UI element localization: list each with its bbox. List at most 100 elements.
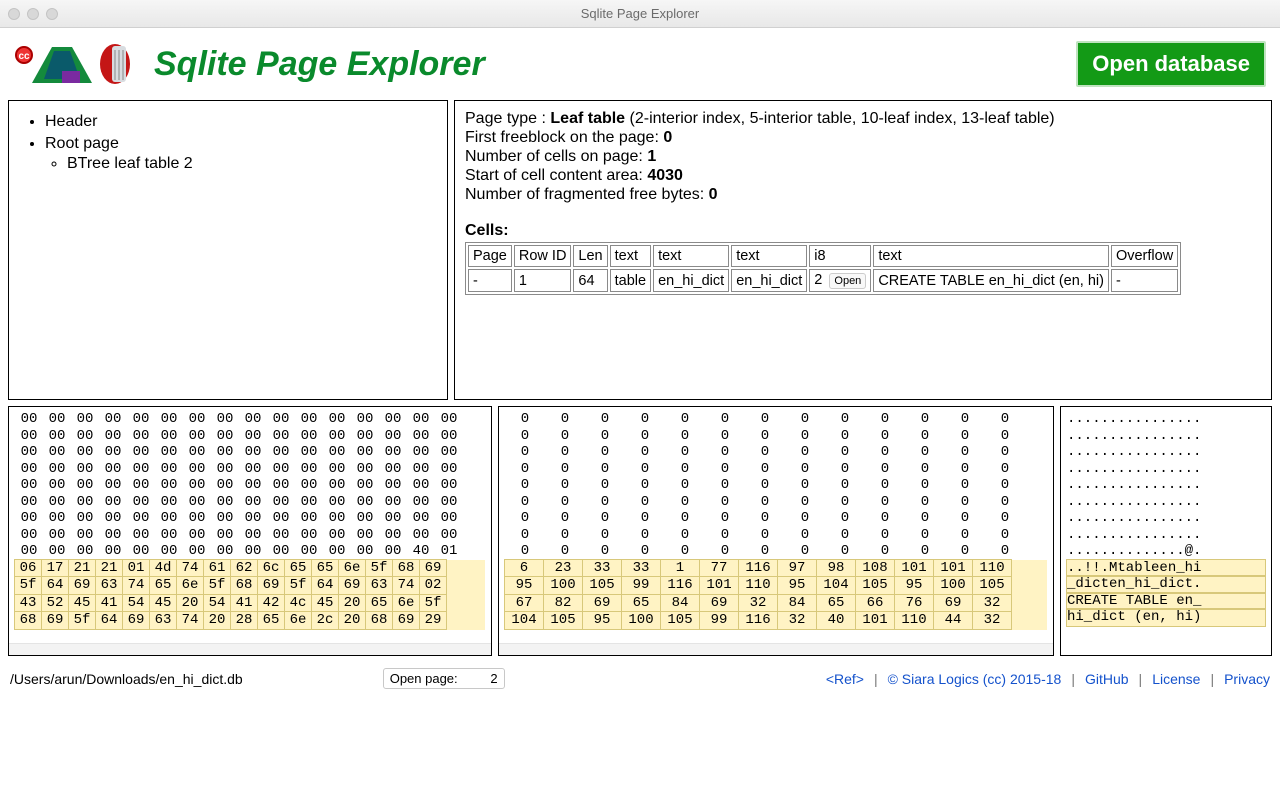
db-path: /Users/arun/Downloads/en_hi_dict.db	[10, 671, 243, 687]
copyright-link[interactable]: © Siara Logics (cc) 2015-18	[888, 671, 1062, 687]
app-title: Sqlite Page Explorer	[154, 45, 1076, 84]
hex-row: 0000000000000	[505, 461, 1047, 478]
scrollbar[interactable]	[499, 643, 1053, 655]
ref-link[interactable]: <Ref>	[826, 671, 864, 687]
hex-row: 435245415445205441424c4520656e5f	[15, 595, 485, 613]
cells-column-header: Len	[573, 245, 607, 267]
ascii-row: ................	[1067, 477, 1265, 494]
cell-i8: 2 Open	[809, 269, 871, 292]
db-logo-icon	[98, 42, 132, 86]
logo-area: cc	[14, 39, 154, 89]
cellcount-label: Number of cells on page:	[465, 148, 647, 165]
separator: |	[1139, 671, 1143, 687]
cell-rowid: 1	[514, 269, 572, 292]
footer: /Users/arun/Downloads/en_hi_dict.db Open…	[0, 662, 1280, 695]
minimize-dot[interactable]	[27, 8, 39, 20]
close-dot[interactable]	[8, 8, 20, 20]
contentarea-label: Start of cell content area:	[465, 167, 647, 184]
hex-row: 0000000000000	[505, 543, 1047, 560]
hex-row: 67826965846932846566766932	[505, 595, 1047, 613]
privacy-link[interactable]: Privacy	[1224, 671, 1270, 687]
hex-row: 00000000000000000000000000000000	[15, 461, 485, 478]
cell-open-button[interactable]: Open	[829, 273, 866, 289]
ascii-row: ................	[1067, 428, 1265, 445]
tree-item[interactable]: BTree leaf table 2	[67, 153, 431, 175]
ascii-row: ................	[1067, 461, 1265, 478]
open-database-button[interactable]: Open database	[1076, 41, 1266, 87]
cellcount-value: 1	[647, 148, 656, 165]
hex-row: 0000000000000	[505, 510, 1047, 527]
cell-sql: CREATE TABLE en_hi_dict (en, hi)	[873, 269, 1109, 292]
hex-row: 0000000000000	[505, 411, 1047, 428]
cells-column-header: i8	[809, 245, 871, 267]
ascii-row: _dicten_hi_dict.	[1067, 576, 1265, 593]
cells-column-header: text	[653, 245, 729, 267]
separator: |	[1210, 671, 1214, 687]
cell-overflow: -	[1111, 269, 1178, 292]
hex-row: 00000000000000000000000000004001	[15, 543, 485, 560]
ascii-row: ................	[1067, 527, 1265, 544]
hex-row: 00000000000000000000000000000000	[15, 510, 485, 527]
zoom-dot[interactable]	[46, 8, 58, 20]
hex-row: 0000000000000	[505, 444, 1047, 461]
ascii-row: ..!!.Mtableen_hi	[1067, 560, 1265, 577]
ascii-row: CREATE TABLE en_	[1067, 593, 1265, 610]
cells-column-header: text	[731, 245, 807, 267]
hex-row: 5f64696374656e5f68695f6469637402	[15, 577, 485, 595]
titlebar: Sqlite Page Explorer	[0, 0, 1280, 28]
svg-text:cc: cc	[18, 51, 30, 62]
hex-row: 0000000000000	[505, 428, 1047, 445]
cell-len: 64	[573, 269, 607, 292]
contentarea-value: 4030	[647, 167, 683, 184]
hex-row: 00000000000000000000000000000000	[15, 428, 485, 445]
hex-bytes-panel[interactable]: 0000000000000000000000000000000000000000…	[8, 406, 492, 656]
freeblock-value: 0	[663, 129, 672, 146]
hex-row: 00000000000000000000000000000000	[15, 494, 485, 511]
cell-text: en_hi_dict	[653, 269, 729, 292]
tree-item[interactable]: Root pageBTree leaf table 2	[45, 133, 431, 177]
hex-row: 95100105991161011109510410595100105	[505, 577, 1047, 595]
ascii-row: ................	[1067, 411, 1265, 428]
tree-item[interactable]: Header	[45, 111, 431, 133]
open-page-input[interactable]	[464, 671, 498, 686]
cell-page: -	[468, 269, 512, 292]
page-type-suffix: (2-interior index, 5-interior table, 10-…	[625, 110, 1055, 127]
open-page-label: Open page:	[390, 671, 458, 686]
main-panels: HeaderRoot pageBTree leaf table 2 Page t…	[0, 100, 1280, 400]
separator: |	[874, 671, 878, 687]
github-link[interactable]: GitHub	[1085, 671, 1129, 687]
cells-table: PageRow IDLentexttexttexti8textOverflow …	[465, 242, 1181, 295]
hex-ascii-panel[interactable]: ........................................…	[1060, 406, 1272, 656]
license-link[interactable]: License	[1152, 671, 1200, 687]
hex-row: 00000000000000000000000000000000	[15, 444, 485, 461]
fragbytes-label: Number of fragmented free bytes:	[465, 186, 709, 203]
page-type-line: Page type : Leaf table (2-interior index…	[465, 110, 1261, 128]
scrollbar[interactable]	[9, 643, 491, 655]
hex-row: 0000000000000	[505, 494, 1047, 511]
ascii-row: ................	[1067, 510, 1265, 527]
fragbytes-line: Number of fragmented free bytes: 0	[465, 186, 1261, 204]
hex-row: 06172121014d7461626c65656e5f6869	[15, 560, 485, 578]
cells-heading: Cells:	[465, 222, 1261, 240]
cellcount-line: Number of cells on page: 1	[465, 148, 1261, 166]
cells-column-header: Overflow	[1111, 245, 1178, 267]
app-header: cc Sqlite Page Explorer Open database	[0, 28, 1280, 100]
window-title: Sqlite Page Explorer	[58, 6, 1222, 21]
hex-row: 00000000000000000000000000000000	[15, 527, 485, 544]
cell-text: table	[610, 269, 651, 292]
footer-links: <Ref> | © Siara Logics (cc) 2015-18 | Gi…	[826, 671, 1270, 687]
freeblock-label: First freeblock on the page:	[465, 129, 663, 146]
ascii-row: hi_dict (en, hi)	[1067, 609, 1265, 626]
hex-area: 0000000000000000000000000000000000000000…	[0, 400, 1280, 662]
hex-row: 00000000000000000000000000000000	[15, 411, 485, 428]
cells-column-header: text	[610, 245, 651, 267]
ascii-row: ................	[1067, 444, 1265, 461]
hex-row: 62333331771169798108101101110	[505, 560, 1047, 578]
hex-row: 00000000000000000000000000000000	[15, 477, 485, 494]
ascii-row: ..............@.	[1067, 543, 1265, 560]
ascii-row: ................	[1067, 494, 1265, 511]
siara-logo-icon: cc	[14, 39, 92, 89]
tree-panel: HeaderRoot pageBTree leaf table 2	[8, 100, 448, 400]
hex-decimal-panel[interactable]: 0000000000000000000000000000000000000000…	[498, 406, 1054, 656]
hex-row: 0000000000000	[505, 477, 1047, 494]
